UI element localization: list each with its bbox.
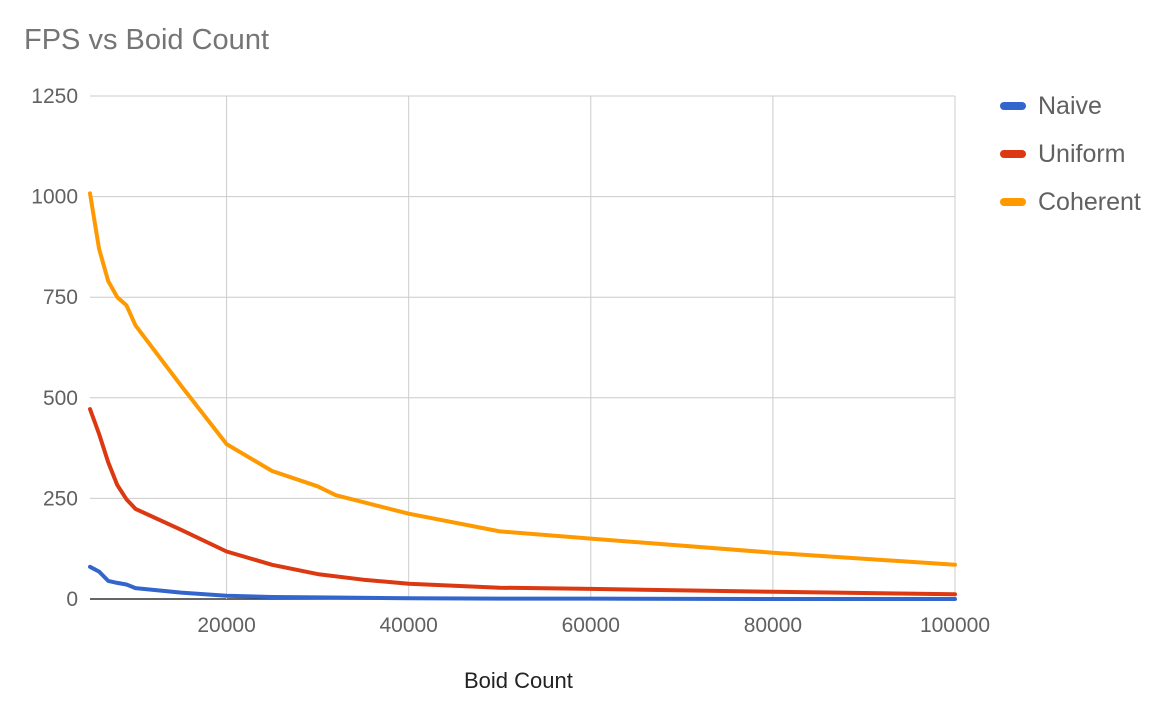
legend-item-uniform[interactable]: Uniform bbox=[1000, 130, 1141, 178]
x-axis-ticks: 20000 40000 60000 80000 100000 bbox=[197, 614, 990, 637]
series-line-coherent bbox=[88, 191, 957, 567]
y-tick-label: 1250 bbox=[31, 85, 78, 108]
chart-title: FPS vs Boid Count bbox=[24, 24, 269, 56]
x-tick-label: 20000 bbox=[197, 614, 255, 637]
series-line-uniform bbox=[88, 407, 957, 597]
legend-swatch-naive bbox=[1000, 102, 1026, 110]
x-axis-label: Boid Count bbox=[464, 668, 573, 693]
legend-item-naive[interactable]: Naive bbox=[1000, 82, 1141, 130]
legend-label-uniform: Uniform bbox=[1038, 139, 1126, 168]
x-tick-label: 80000 bbox=[744, 614, 802, 637]
series-line-naive bbox=[88, 564, 957, 601]
gridlines bbox=[90, 95, 956, 600]
y-tick-label: 1000 bbox=[31, 186, 78, 209]
y-tick-label: 500 bbox=[43, 387, 78, 410]
legend-label-naive: Naive bbox=[1038, 91, 1102, 120]
x-tick-label: 40000 bbox=[379, 614, 437, 637]
legend-swatch-uniform bbox=[1000, 150, 1026, 158]
legend-swatch-coherent bbox=[1000, 198, 1026, 206]
y-tick-label: 250 bbox=[43, 487, 78, 510]
y-tick-label: 0 bbox=[66, 588, 78, 611]
legend-item-coherent[interactable]: Coherent bbox=[1000, 178, 1141, 226]
y-tick-label: 750 bbox=[43, 286, 78, 309]
x-tick-label: 60000 bbox=[562, 614, 620, 637]
legend: Naive Uniform Coherent bbox=[1000, 82, 1141, 226]
x-tick-label: 100000 bbox=[920, 614, 990, 637]
y-axis-ticks: 0 250 500 750 1000 1250 bbox=[31, 85, 78, 611]
series-lines bbox=[88, 191, 957, 601]
legend-label-coherent: Coherent bbox=[1038, 187, 1141, 216]
